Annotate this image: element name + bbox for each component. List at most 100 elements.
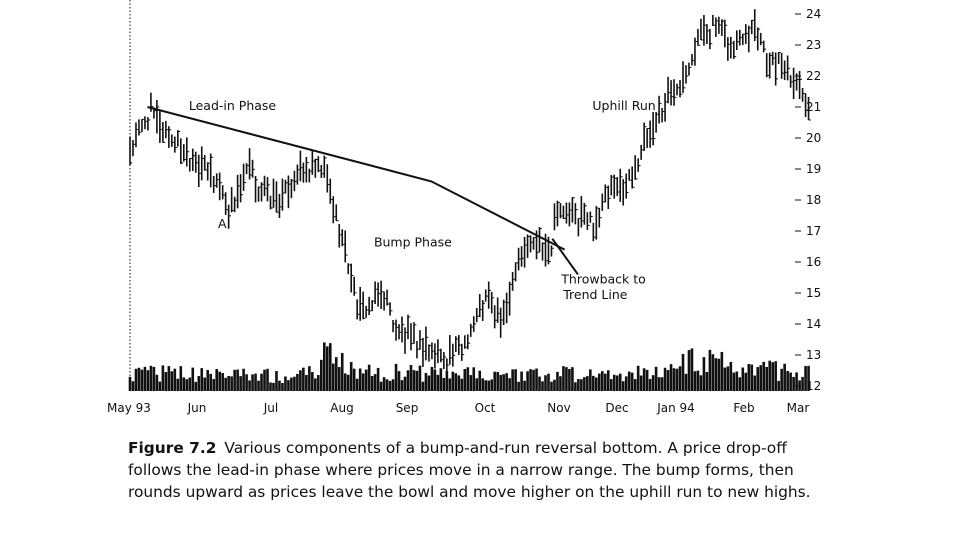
volume-bar bbox=[550, 381, 553, 391]
volume-bar bbox=[618, 373, 622, 391]
y-tick-label: 23 bbox=[806, 38, 821, 52]
volume-bar bbox=[448, 378, 452, 391]
volume-bar bbox=[176, 378, 180, 391]
volume-bar bbox=[648, 378, 652, 391]
annotation-label: Throwback to bbox=[560, 272, 646, 287]
y-tick-label: 20 bbox=[806, 131, 821, 145]
y-tick-label: 16 bbox=[806, 255, 821, 269]
y-tick-label: 18 bbox=[806, 193, 821, 207]
volume-bar bbox=[397, 371, 401, 391]
volume-bar bbox=[711, 354, 715, 391]
volume-bar bbox=[325, 346, 329, 391]
volume-bar bbox=[418, 365, 422, 391]
volume-bar bbox=[496, 371, 499, 391]
volume-bar bbox=[672, 368, 676, 391]
figure-caption: Figure 7.2 Various components of a bump-a… bbox=[128, 437, 828, 503]
volume-bar bbox=[245, 374, 248, 391]
volume-bar bbox=[699, 375, 703, 391]
volume-bar bbox=[194, 381, 198, 391]
volume-bar bbox=[367, 364, 371, 391]
volume-bar bbox=[783, 363, 786, 391]
volume-bar bbox=[409, 365, 413, 391]
volume-bar bbox=[759, 365, 763, 391]
volume-bar bbox=[466, 367, 470, 391]
volume-bar bbox=[370, 376, 374, 391]
volume-bar bbox=[481, 378, 485, 391]
annotation-label: Uphill Run bbox=[592, 98, 655, 113]
volume-bar bbox=[340, 353, 344, 391]
volume-bar bbox=[765, 366, 769, 391]
volume-bar bbox=[385, 379, 389, 391]
y-tick-label: 22 bbox=[806, 69, 821, 83]
volume-bar bbox=[544, 375, 547, 391]
volume-bar bbox=[487, 380, 491, 391]
volume-bar bbox=[248, 380, 251, 391]
axes: 24 23 22 21 20 19 18 17 16 15 14 13 12 May 93 Jun Jul Au… bbox=[107, 0, 821, 415]
volume-bar bbox=[807, 365, 810, 391]
volume-bar bbox=[726, 366, 730, 391]
volume-bar bbox=[660, 377, 664, 391]
volume-bar bbox=[744, 372, 748, 391]
volume-bar bbox=[266, 368, 269, 391]
volume-bar bbox=[514, 369, 517, 391]
volume-bar bbox=[293, 376, 296, 391]
volume-bar bbox=[753, 375, 757, 391]
volume-bar bbox=[179, 366, 183, 391]
volume-bar bbox=[583, 377, 586, 391]
volume-bar bbox=[687, 350, 691, 391]
volume-bar bbox=[317, 375, 320, 391]
annotations: Lead-in Phase A Bump Phase Uphill Run Throwb… bbox=[189, 98, 656, 302]
volume-bar bbox=[364, 369, 368, 391]
volume-bar bbox=[538, 376, 541, 391]
x-tick-label: Jun bbox=[187, 401, 207, 415]
volume-bar bbox=[532, 369, 535, 391]
volume-bar bbox=[520, 371, 523, 391]
volume-bar bbox=[355, 378, 359, 391]
y-tick-label: 17 bbox=[806, 224, 821, 238]
volume-bar bbox=[792, 376, 795, 391]
volume-bar bbox=[574, 382, 577, 391]
volume-bar bbox=[786, 370, 789, 391]
volume-bar bbox=[275, 370, 278, 391]
volume-bar bbox=[565, 367, 568, 391]
volume-bar bbox=[478, 370, 482, 391]
volume-bar bbox=[777, 380, 780, 391]
volume-bar bbox=[167, 366, 171, 391]
volume-bar bbox=[358, 368, 362, 391]
volume-bar bbox=[768, 360, 771, 391]
volume-bar bbox=[636, 365, 640, 391]
volume-bar bbox=[714, 358, 718, 391]
volume-bar bbox=[702, 357, 706, 391]
volume-bar bbox=[580, 379, 583, 391]
volume-bar bbox=[747, 363, 751, 391]
throwback-pointer bbox=[551, 238, 579, 275]
volume-bar bbox=[705, 372, 709, 391]
volume-bar bbox=[553, 379, 556, 391]
volume-bar bbox=[337, 367, 341, 391]
volume-bar bbox=[269, 382, 272, 391]
volume-bar bbox=[445, 370, 449, 391]
volume-bar bbox=[600, 371, 604, 391]
volume-bar bbox=[131, 381, 135, 391]
volume-bar bbox=[164, 372, 168, 391]
figure-label: Figure 7.2 bbox=[128, 439, 217, 457]
volume-bar bbox=[424, 372, 428, 391]
volume-bar bbox=[155, 374, 159, 391]
volume-bar bbox=[349, 362, 353, 391]
volume-bar bbox=[442, 377, 446, 391]
volume-bar bbox=[242, 368, 245, 391]
volume-bar bbox=[161, 365, 165, 391]
volume-bar bbox=[149, 365, 153, 391]
volume-bar bbox=[511, 369, 514, 391]
volume-bar bbox=[308, 366, 311, 391]
volume-bar bbox=[508, 378, 511, 391]
volume-bar bbox=[535, 368, 538, 391]
annotation-label: Bump Phase bbox=[374, 235, 452, 250]
volume-bar bbox=[463, 369, 467, 391]
volume-bar bbox=[451, 371, 455, 391]
volume-bar bbox=[412, 370, 416, 391]
volume-bar bbox=[227, 375, 230, 391]
volume-bars bbox=[128, 342, 810, 391]
volume-bar bbox=[720, 351, 724, 391]
volume-bar bbox=[203, 377, 207, 391]
